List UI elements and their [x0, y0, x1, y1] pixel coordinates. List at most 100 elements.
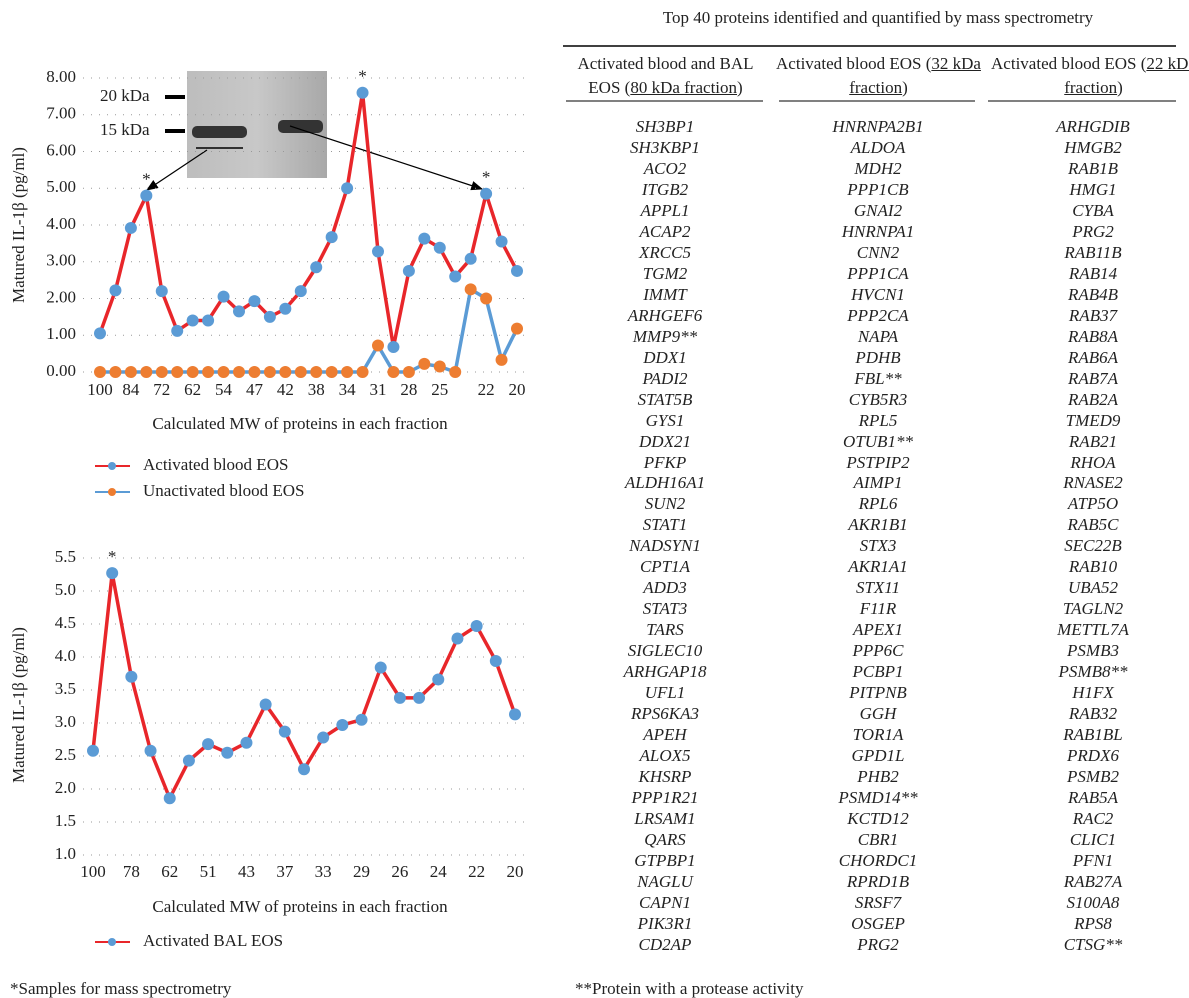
y-tick-label: 8.00 — [46, 67, 76, 86]
point — [341, 366, 353, 378]
table-cell: PSMB2 — [993, 767, 1189, 787]
point — [310, 261, 322, 273]
y-tick-label: 1.00 — [46, 324, 76, 343]
point — [326, 231, 338, 243]
table-cell: MDH2 — [778, 159, 978, 179]
table-cell: RPS8 — [993, 914, 1189, 934]
footnote: **Protein with a protease activity — [575, 979, 804, 998]
point — [187, 315, 199, 327]
y-tick-label: 4.5 — [55, 613, 76, 632]
point — [434, 360, 446, 372]
table-cell: PIK3R1 — [565, 914, 765, 934]
point — [125, 671, 137, 683]
x-tick-label: 20 — [509, 380, 526, 399]
table-cell: ATP5O — [993, 494, 1189, 514]
point — [317, 732, 329, 744]
table-cell: FBL** — [778, 369, 978, 389]
table-cell: PSMB8** — [993, 662, 1189, 682]
point — [356, 714, 368, 726]
point — [372, 340, 384, 352]
y-tick-label: 5.5 — [55, 547, 76, 566]
table-cell: S100A8 — [993, 893, 1189, 913]
point — [140, 190, 152, 202]
point — [171, 366, 183, 378]
y-axis-title: Matured IL-1β (pg/ml) — [9, 627, 28, 783]
blot-band — [278, 120, 323, 133]
header-text: ) — [737, 78, 743, 97]
table-cell: LRSAM1 — [565, 809, 765, 829]
legend-marker — [108, 462, 116, 470]
table-cell: SH3BP1 — [565, 117, 765, 137]
x-tick-label: 38 — [308, 380, 325, 399]
table-cell: RPL5 — [778, 411, 978, 431]
table-cell: NADSYN1 — [565, 536, 765, 556]
table-cell: XRCC5 — [565, 243, 765, 263]
table-cell: CD2AP — [565, 935, 765, 955]
table-cell: SRSF7 — [778, 893, 978, 913]
y-tick-label: 5.0 — [55, 580, 76, 599]
table-cell: MMP9** — [565, 327, 765, 347]
point — [187, 366, 199, 378]
table-cell: RAB27A — [993, 872, 1189, 892]
table-cell: QARS — [565, 830, 765, 850]
table-cell: CBR1 — [778, 830, 978, 850]
table-cell: ACO2 — [565, 159, 765, 179]
table-cell: NAPA — [778, 327, 978, 347]
legend-marker — [108, 938, 116, 946]
table-cell: ARHGAP18 — [565, 662, 765, 682]
x-tick-label: 78 — [123, 862, 140, 881]
point — [279, 726, 291, 738]
table-cell: ADD3 — [565, 578, 765, 598]
y-axis-title: Matured IL-1β (pg/ml) — [9, 147, 28, 303]
point — [372, 245, 384, 257]
point — [336, 719, 348, 731]
x-tick-label: 22 — [468, 862, 485, 881]
table-cell: AKR1B1 — [778, 515, 978, 535]
table-cell: RAB7A — [993, 369, 1189, 389]
point — [140, 366, 152, 378]
y-tick-label: 6.00 — [46, 140, 76, 159]
table-cell: APPL1 — [565, 201, 765, 221]
table-cell: OTUB1** — [778, 432, 978, 452]
table-cell: STX3 — [778, 536, 978, 556]
table-cell: IMMT — [565, 285, 765, 305]
table-cell: PRG2 — [778, 935, 978, 955]
annotation: * — [358, 67, 367, 86]
x-tick-label: 20 — [507, 862, 524, 881]
table-cell: RAB11B — [993, 243, 1189, 263]
table-cell: RAB37 — [993, 306, 1189, 326]
footnote: *Samples for mass spectrometry — [10, 979, 232, 998]
point — [94, 327, 106, 339]
table-cell: TOR1A — [778, 725, 978, 745]
table-cell: SEC22B — [993, 536, 1189, 556]
point — [233, 305, 245, 317]
legend-label: Activated BAL EOS — [143, 931, 283, 950]
x-tick-label: 43 — [238, 862, 255, 881]
x-tick-label: 100 — [80, 862, 106, 881]
point — [164, 792, 176, 804]
table-title: Top 40 proteins identified and quantifie… — [663, 8, 1094, 27]
point — [109, 284, 121, 296]
table-cell: RAB32 — [993, 704, 1189, 724]
point — [94, 366, 106, 378]
x-tick-label: 54 — [215, 380, 233, 399]
y-tick-label: 1.0 — [55, 844, 76, 863]
table-cell: TAGLN2 — [993, 599, 1189, 619]
point — [264, 311, 276, 323]
table-cell: RHOA — [993, 453, 1189, 473]
point — [496, 354, 508, 366]
table-cell: STAT1 — [565, 515, 765, 535]
table-cell: RPL6 — [778, 494, 978, 514]
x-tick-label: 26 — [391, 862, 408, 881]
table-cell: RAC2 — [993, 809, 1189, 829]
table-cell: RAB6A — [993, 348, 1189, 368]
table-cell: PDHB — [778, 348, 978, 368]
table-cell: ARHGDIB — [993, 117, 1189, 137]
point — [465, 253, 477, 265]
y-tick-label: 2.5 — [55, 745, 76, 764]
table-cell: RAB4B — [993, 285, 1189, 305]
table-cell: PITPNB — [778, 683, 978, 703]
table-cell: HMG1 — [993, 180, 1189, 200]
point — [375, 662, 387, 674]
x-tick-label: 25 — [431, 380, 448, 399]
